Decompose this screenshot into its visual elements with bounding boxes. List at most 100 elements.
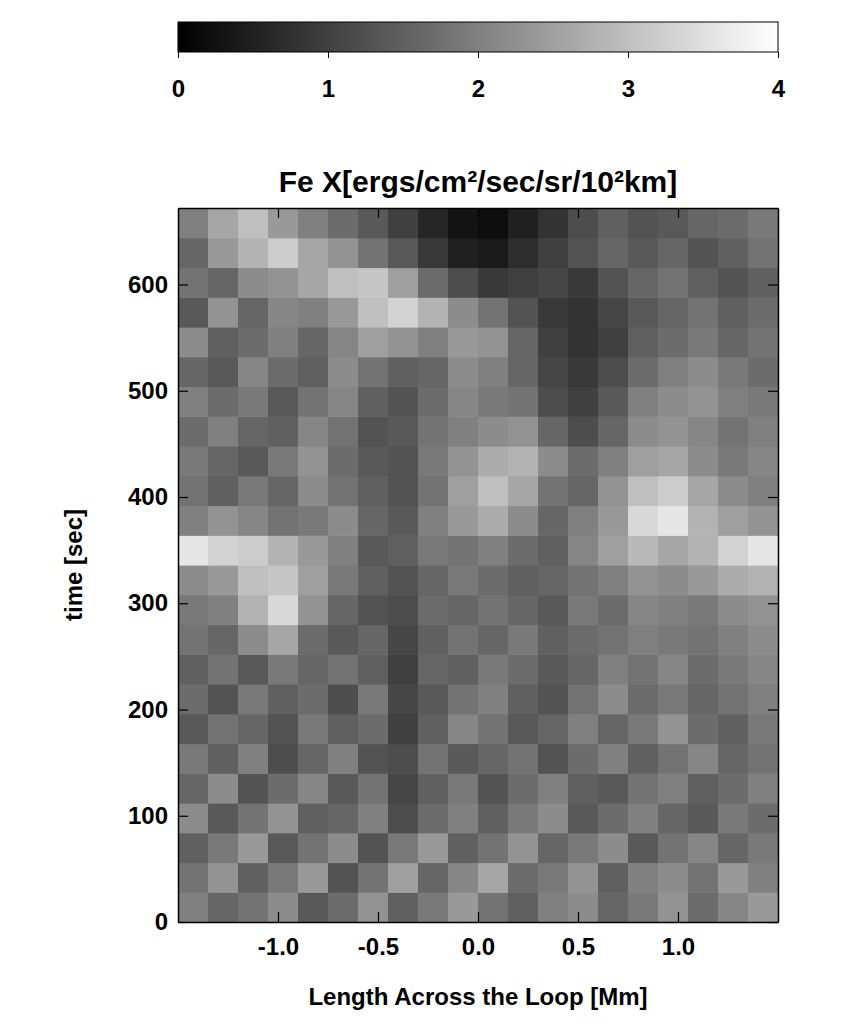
heatmap-cell: [298, 268, 329, 298]
heatmap-cell: [688, 892, 719, 922]
heatmap-cell: [568, 416, 599, 446]
heatmap-cell: [748, 654, 778, 684]
colorbar-tick-label: 3: [622, 75, 635, 102]
heatmap-cell: [748, 535, 778, 565]
heatmap-cell: [418, 535, 449, 565]
x-axis-top-tick-mark: [378, 208, 379, 218]
x-axis: -1.0-0.50.00.51.0: [179, 912, 779, 960]
heatmap-cell: [568, 327, 599, 357]
heatmap-cell: [298, 684, 329, 714]
heatmap-cell: [388, 357, 419, 387]
heatmap-cell: [478, 476, 509, 506]
heatmap-cell: [448, 268, 479, 298]
heatmap-cell: [478, 654, 509, 684]
y-axis-right-tick: [768, 816, 778, 817]
heatmap-cell: [748, 506, 778, 536]
heatmap-cell: [298, 208, 329, 238]
heatmap-cell: [358, 892, 389, 922]
heatmap-cell: [358, 476, 389, 506]
heatmap-cell: [748, 625, 778, 655]
heatmap-cell: [238, 506, 269, 536]
heatmap-cell: [538, 892, 569, 922]
heatmap-cell: [538, 506, 569, 536]
heatmap-cell: [658, 327, 689, 357]
heatmap-cell: [628, 476, 659, 506]
x-axis-top-tick: [278, 208, 279, 218]
heatmap-cell: [538, 416, 569, 446]
heatmap-cell: [628, 238, 659, 268]
heatmap-cell: [418, 268, 449, 298]
heatmap-cell: [598, 208, 629, 238]
heatmap-cell: [628, 416, 659, 446]
heatmap-cell: [238, 595, 269, 625]
heatmap-cell: [748, 268, 778, 298]
heatmap-cell: [328, 476, 359, 506]
heatmap-cell: [448, 535, 479, 565]
heatmap-cell: [568, 297, 599, 327]
heatmap-cell: [598, 833, 629, 863]
x-axis-top-tick-mark: [478, 208, 479, 218]
heatmap-cell: [568, 357, 599, 387]
heatmap-cell: [388, 416, 419, 446]
colorbar-tick: 0: [172, 52, 185, 102]
heatmap-cell: [688, 833, 719, 863]
heatmap-cell: [358, 565, 389, 595]
colorbar-tick-mark: [628, 52, 629, 58]
heatmap-cell: [508, 268, 539, 298]
heatmap-cell: [298, 714, 329, 744]
heatmap-cell: [238, 535, 269, 565]
heatmap-cell: [418, 565, 449, 595]
heatmap-cell: [418, 595, 449, 625]
heatmap-cell: [298, 654, 329, 684]
heatmap-cell: [268, 208, 299, 238]
heatmap-cell: [628, 565, 659, 595]
heatmap-cell: [688, 268, 719, 298]
heatmap-cell: [178, 773, 209, 803]
heatmap-cell: [268, 416, 299, 446]
heatmap-cell: [328, 833, 359, 863]
heatmap-cell: [388, 535, 419, 565]
heatmap-cell: [748, 446, 778, 476]
heatmap-cell: [238, 625, 269, 655]
heatmap-cell: [508, 625, 539, 655]
heatmap-cell: [718, 506, 749, 536]
heatmap-cell: [358, 387, 389, 417]
heatmap-cell: [538, 297, 569, 327]
heatmap-cell: [628, 446, 659, 476]
heatmap-cell: [328, 803, 359, 833]
heatmap-cell: [628, 654, 659, 684]
heatmap-cell: [718, 476, 749, 506]
heatmap-cell: [418, 208, 449, 238]
heatmap-cell: [568, 565, 599, 595]
heatmap-cell: [568, 238, 599, 268]
heatmap-cell: [478, 327, 509, 357]
heatmap-cell: [598, 595, 629, 625]
heatmap-cell: [388, 565, 419, 595]
heatmap-cell: [358, 506, 389, 536]
heatmap-cell: [508, 506, 539, 536]
heatmap-cell: [658, 833, 689, 863]
heatmap-cell: [538, 625, 569, 655]
heatmap-cell: [718, 208, 749, 238]
heatmap-cell: [718, 595, 749, 625]
heatmap-cell: [718, 535, 749, 565]
heatmap-cell: [598, 238, 629, 268]
heatmap-cell: [208, 357, 239, 387]
heatmap-cell: [268, 327, 299, 357]
heatmap-cell: [598, 357, 629, 387]
heatmap-cell: [718, 327, 749, 357]
heatmap-cell: [568, 506, 599, 536]
heatmap-cell: [538, 238, 569, 268]
heatmap-cell: [568, 833, 599, 863]
heatmap-cell: [418, 446, 449, 476]
heatmap-cell: [388, 506, 419, 536]
heatmap-cell: [298, 238, 329, 268]
heatmap-cell: [448, 416, 479, 446]
heatmap-cell: [268, 357, 299, 387]
heatmap-cell: [508, 535, 539, 565]
heatmap-cell: [628, 773, 659, 803]
heatmap-cell: [688, 297, 719, 327]
heatmap-cell: [538, 446, 569, 476]
heatmap-cell: [298, 595, 329, 625]
heatmap-cell: [208, 208, 239, 238]
